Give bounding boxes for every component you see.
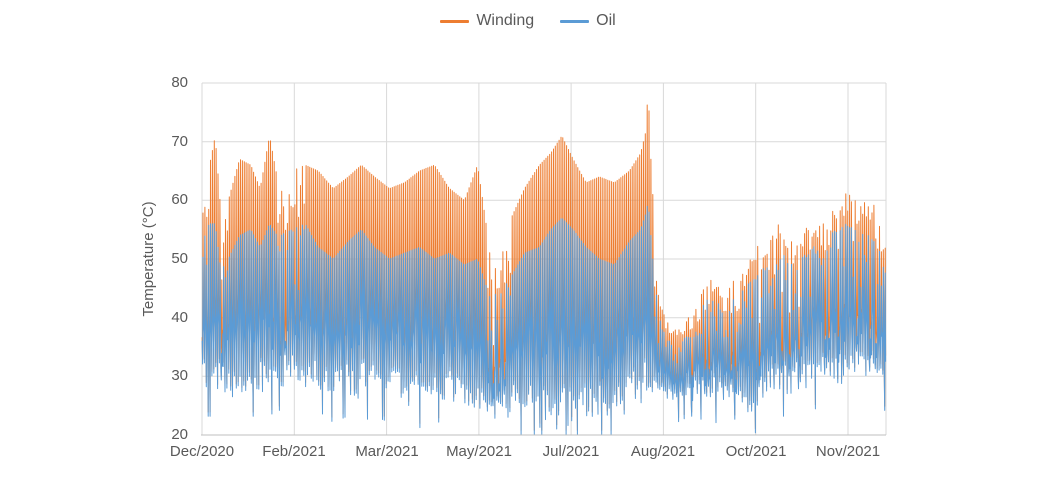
legend-label: Winding xyxy=(476,12,535,29)
legend-label: Oil xyxy=(596,12,616,29)
y-tick-label-50: 50 xyxy=(171,250,188,267)
oil-series-line[interactable] xyxy=(201,205,887,435)
y-tick-label-70: 70 xyxy=(171,133,188,150)
oil-legend-swatch-icon xyxy=(560,19,590,23)
y-tick-label-40: 40 xyxy=(171,309,188,326)
y-axis-title: Temperature (°C) xyxy=(140,201,157,317)
legend: Winding Oil xyxy=(0,12,1056,30)
y-tick-label-30: 30 xyxy=(171,367,188,384)
x-tick-label-5: Aug/2021 xyxy=(630,443,696,460)
legend-item-oil[interactable]: Oil xyxy=(560,12,616,30)
x-tick-label-6: Oct/2021 xyxy=(725,443,787,460)
x-tick-label-2: Mar/2021 xyxy=(355,443,419,460)
x-tick-label-4: Jul/2021 xyxy=(542,443,600,460)
y-tick-label-80: 80 xyxy=(171,74,188,91)
x-tick-label-3: May/2021 xyxy=(446,443,512,460)
winding-legend-swatch-icon xyxy=(440,19,470,23)
x-tick-label-0: Dec/2020 xyxy=(169,443,235,460)
y-tick-label-60: 60 xyxy=(171,191,188,208)
y-tick-label-20: 20 xyxy=(171,426,188,443)
x-tick-label-7: Nov/2021 xyxy=(815,443,881,460)
x-tick-label-1: Feb/2021 xyxy=(262,443,326,460)
legend-item-winding[interactable]: Winding xyxy=(440,12,534,30)
